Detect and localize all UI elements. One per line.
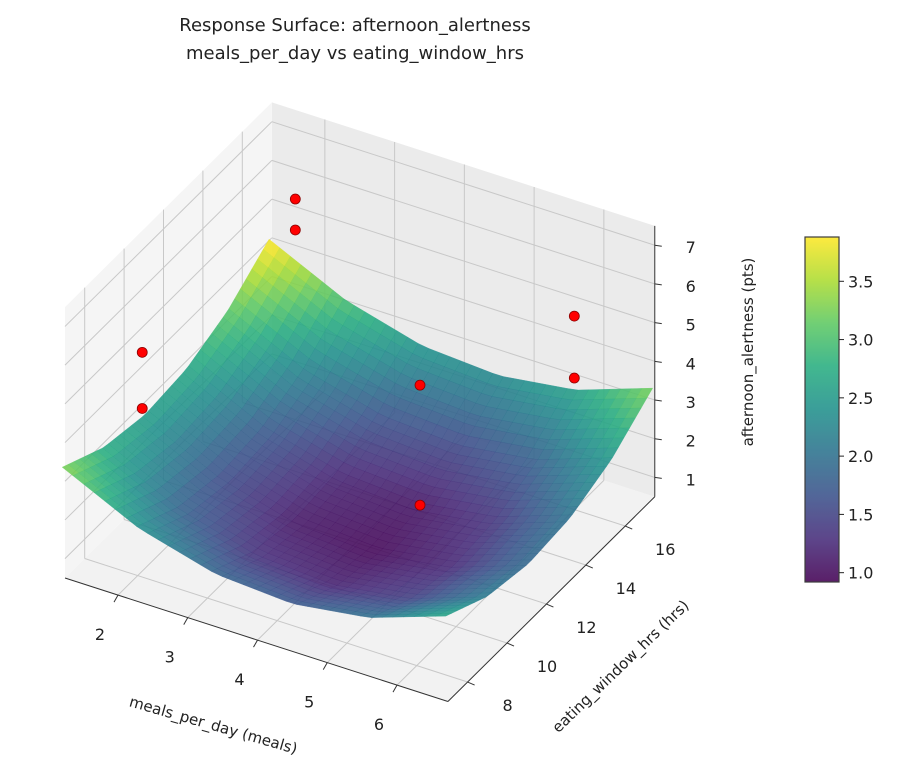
surface	[61, 238, 654, 618]
y-axis-label: eating_window_hrs (hrs)	[549, 596, 694, 737]
gridline	[84, 558, 468, 683]
z-tick	[654, 360, 662, 363]
chart-subtitle: meals_per_day vs eating_window_hrs	[186, 43, 524, 64]
x-tick-label: 3	[165, 648, 175, 667]
y-tick	[467, 681, 475, 686]
axis-line	[64, 577, 449, 703]
z-tick	[654, 322, 662, 325]
z-tick-label: 4	[686, 354, 696, 373]
z-tick-label: 6	[686, 277, 696, 296]
data-point	[289, 224, 301, 236]
colorbar-ticks: 1.0 1.5 2.0 2.5 3.0 3.5	[839, 272, 873, 583]
x-tick	[322, 662, 328, 670]
y-tick	[546, 603, 554, 608]
colorbar-tick-label: 1.0	[848, 564, 873, 583]
data-point	[289, 193, 301, 205]
colorbar-tick-label: 2.0	[848, 447, 873, 466]
z-tick	[654, 399, 662, 402]
colorbar-tick-label: 2.5	[848, 389, 873, 408]
gridline	[271, 121, 655, 246]
y-tick-label: 16	[655, 540, 675, 559]
colorbar-tick-label: 3.0	[848, 331, 873, 350]
data-point	[136, 403, 148, 414]
y-tick-label: 8	[503, 696, 513, 715]
x-axis-label: meals_per_day (meals)	[127, 693, 300, 759]
data-point	[414, 499, 426, 511]
colorbar-tick-label: 1.5	[848, 505, 873, 524]
x-tick	[392, 684, 398, 693]
y-tick	[585, 564, 594, 569]
gridline	[64, 237, 273, 443]
z-tick-label: 1	[686, 470, 696, 489]
x-tick	[113, 594, 119, 603]
z-tick	[654, 283, 662, 286]
z-tick-label: 5	[686, 316, 696, 335]
colorbar	[804, 236, 840, 583]
data-point	[568, 310, 580, 322]
gridline	[271, 159, 655, 285]
chart-title: Response Surface: afternoon_alertness	[179, 15, 530, 36]
x-tick-label: 4	[234, 670, 244, 689]
gridline	[271, 237, 655, 362]
axis-line	[447, 496, 656, 702]
data-point	[414, 379, 426, 391]
z-tick-label: 7	[686, 238, 696, 257]
surface-facet	[435, 613, 452, 617]
x-tick-label: 5	[304, 693, 314, 712]
z-tick	[654, 476, 662, 479]
gridline	[64, 198, 273, 405]
x-tick	[253, 639, 258, 648]
z-tick	[654, 244, 662, 247]
gridline	[271, 198, 655, 324]
z-tick-label: 2	[686, 432, 696, 451]
z-tick	[654, 438, 662, 441]
y-tick-label: 14	[616, 579, 636, 598]
gridline	[64, 160, 273, 366]
data-point	[136, 346, 148, 358]
z-axis-label: afternoon_alertness (pts)	[739, 258, 758, 447]
y-tick-label: 10	[537, 657, 557, 676]
y-tick-label: 12	[576, 618, 596, 637]
x-tick-label: 6	[374, 715, 384, 734]
colorbar-tick-label: 3.5	[848, 272, 873, 291]
z-tick-label: 3	[686, 393, 696, 412]
gridline	[64, 121, 273, 327]
y-tick	[506, 642, 515, 647]
y-tick	[625, 525, 633, 530]
x-tick-label: 2	[95, 625, 105, 644]
scatter-points	[136, 193, 580, 511]
x-tick	[183, 617, 189, 625]
data-point	[568, 372, 580, 384]
